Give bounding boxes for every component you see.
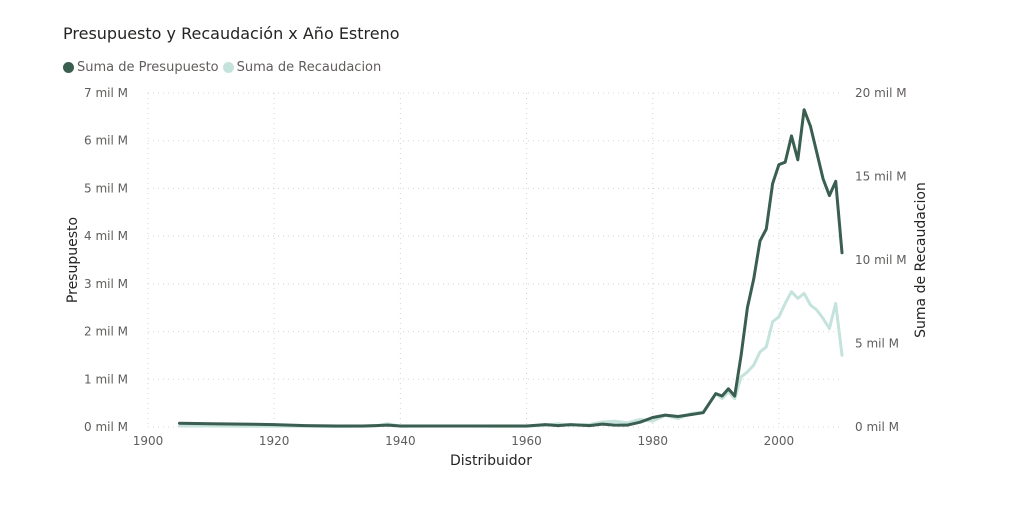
y-tick-label: 5 mil M [84,181,128,195]
y-tick-label: 6 mil M [84,134,128,148]
y2-tick-label: 10 mil M [855,253,907,267]
x-axis-title: Distribuidor [450,453,532,469]
y-tick-label: 4 mil M [84,229,128,243]
x-tick-label: 1900 [133,434,164,448]
chart-title: Presupuesto y Recaudación x Año Estreno [63,24,400,43]
x-axis-ticks: 1900 1920 1940 1960 1980 2000 [133,434,794,448]
legend: Suma de Presupuesto Suma de Recaudacion [63,60,385,75]
y2-axis-title: Suma de Recaudacion [913,182,929,338]
legend-label-recaudacion: Suma de Recaudacion [236,60,382,75]
series-line-presupuesto[interactable] [178,108,844,428]
x-tick-label: 1920 [259,434,290,448]
y-tick-label: 2 mil M [84,325,128,339]
y-axis-ticks: 0 mil M 1 mil M 2 mil M 3 mil M 4 mil M 5 mil… [84,86,128,434]
y-tick-label: 0 mil M [84,420,128,434]
legend-marker-presupuesto [63,62,74,73]
series-lines [178,108,844,428]
y2-axis-ticks: 0 mil M 5 mil M 10 mil M 15 mil M 20 mil M [855,86,907,434]
x-tick-label: 1960 [511,434,542,448]
x-tick-label: 1940 [385,434,416,448]
legend-item-presupuesto[interactable]: Suma de Presupuesto [63,60,219,75]
y-tick-label: 3 mil M [84,277,128,291]
y-tick-label: 7 mil M [84,86,128,100]
legend-label-presupuesto: Suma de Presupuesto [77,60,219,75]
y2-tick-label: 15 mil M [855,170,907,184]
x-tick-label: 2000 [764,434,795,448]
x-tick-label: 1980 [637,434,668,448]
legend-item-recaudacion[interactable]: Suma de Recaudacion [222,60,382,75]
legend-marker-recaudacion [222,62,234,73]
series-line-recaudacion[interactable] [178,290,844,428]
y2-tick-label: 5 mil M [855,337,899,351]
y2-tick-label: 0 mil M [855,420,899,434]
y-axis-title: Presupuesto [65,217,81,303]
y-tick-label: 1 mil M [84,372,128,386]
y2-tick-label: 20 mil M [855,86,907,100]
